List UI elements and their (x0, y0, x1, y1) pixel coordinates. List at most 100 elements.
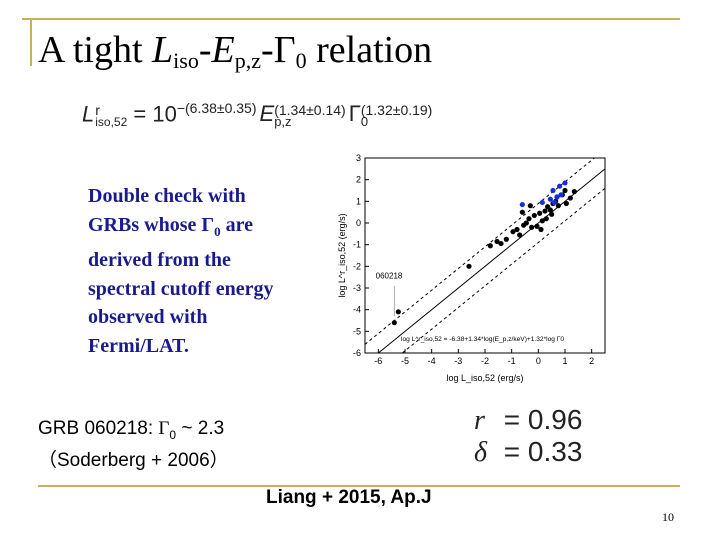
data-point (534, 223, 540, 229)
note-line: observed with (88, 306, 208, 328)
x-tick-label: -6 (374, 356, 382, 366)
data-point-lat (558, 192, 564, 198)
stat-delta: δ = 0.33 (474, 436, 583, 468)
data-point (562, 187, 568, 194)
eq-L-sub: iso,52 (95, 114, 128, 129)
eq-E-sub: p,z (274, 113, 292, 129)
annotation-label: 060218 (376, 271, 403, 280)
data-point (563, 200, 569, 207)
data-point-lat (562, 180, 568, 186)
data-point (527, 203, 533, 209)
y-tick-label: -6 (353, 348, 361, 358)
data-point (517, 232, 523, 238)
grb-gamma: Γ (158, 418, 170, 439)
y-tick-label: 0 (356, 218, 361, 228)
eq-L: L (82, 101, 95, 127)
title-dash: - (198, 29, 212, 71)
data-point (567, 195, 573, 201)
title-prefix: A tight (38, 29, 153, 71)
title-gamma: Γ (273, 29, 296, 71)
data-point (549, 211, 555, 217)
page-number: 10 (662, 510, 674, 524)
y-tick-label: 1 (356, 196, 361, 206)
y-axis-label: log L^r_iso,52 (erg/s) (337, 213, 347, 297)
data-point (538, 226, 544, 233)
y-tick-label: -5 (353, 326, 361, 336)
template-accent-line-vertical (30, 18, 32, 66)
y-tick-label: 3 (356, 153, 361, 163)
data-point (526, 216, 532, 222)
data-point (539, 218, 545, 224)
data-point-lat (547, 196, 553, 202)
stat-r: r = 0.96 (474, 404, 583, 436)
citation: Liang + 2015, Ap.J (266, 487, 432, 508)
template-accent-line-bottom (38, 485, 680, 487)
data-point-lat (557, 183, 563, 189)
data-point-lat (539, 199, 545, 206)
data-point (537, 210, 543, 216)
title-suffix: relation (306, 29, 433, 71)
data-point (555, 203, 561, 209)
confidence-band-upper (365, 158, 596, 345)
correlation-stats: r = 0.96 δ = 0.33 (474, 404, 582, 468)
y-tick-label: -3 (353, 283, 361, 293)
eq-exponent-2: (1.34±0.14) (274, 101, 346, 118)
eq-equals-ten: = 10 (127, 101, 177, 127)
x-tick-label: -2 (481, 356, 489, 366)
data-point-lat (554, 194, 560, 200)
template-accent-line-top (22, 18, 680, 20)
data-point-lat (551, 199, 557, 206)
x-tick-label: -1 (508, 356, 516, 366)
data-point (531, 212, 537, 219)
data-point (494, 238, 500, 245)
eq-L-sup: r (95, 101, 100, 118)
grb-line: GRB 060218: Γ0 ~ 2.3 (38, 418, 225, 442)
data-point (391, 320, 397, 326)
title-gamma-sub: 0 (295, 48, 307, 73)
note-line: Fermi/LAT. (88, 334, 189, 357)
eq-gamma: Γ (348, 101, 361, 127)
data-point (547, 207, 553, 213)
scatter-plot: -6 -5 -4 -3 -2 -1 0 1 2 -6 -5 -4 -3 -2 -1 0 1 2 3 log L_iso… (337, 153, 606, 383)
x-axis-label: log L_iso,52 (erg/s) (446, 373, 523, 383)
data-point (571, 188, 577, 195)
x-tick-label: 0 (536, 356, 541, 366)
data-point (542, 208, 548, 214)
title-E: E (211, 29, 235, 71)
fit-formula-label: log L^r_iso,52 = -6.38+1.34*log(E_p,z/ke… (401, 336, 564, 343)
data-point (510, 229, 516, 235)
fermi-lat-note: Double check with GRBs whose Γ0 are deri… (88, 182, 318, 360)
x-tick-label: 2 (589, 356, 594, 366)
note-line: Double check with (88, 185, 246, 207)
y-tick-label: 2 (356, 175, 361, 185)
eq-exponent-1: −(6.38±0.35) (176, 100, 257, 116)
data-point (529, 224, 535, 230)
page-title: A tight Liso-Ep,z-Γ0 relation (38, 28, 432, 74)
grb-060218-note: GRB 060218: Γ0 ~ 2.3 （Soderberg + 2006） (38, 416, 229, 474)
note-gamma: Γ (201, 213, 215, 236)
title-E-sub: p,z (234, 48, 261, 73)
data-point (466, 263, 472, 269)
x-tick-label: 1 (562, 356, 567, 366)
data-point (523, 220, 529, 226)
data-point (519, 209, 525, 215)
title-dash: - (261, 29, 274, 71)
data-point (498, 240, 504, 247)
data-point (543, 216, 549, 222)
y-tick-label: -2 (353, 261, 361, 271)
x-tick-label: -4 (428, 356, 436, 366)
x-tick-label: -3 (454, 356, 462, 366)
y-tick-label: -1 (353, 240, 361, 250)
note-line: spectral cutoff energy (88, 277, 274, 300)
data-point-lat (519, 201, 525, 208)
x-tick-label: -5 (401, 356, 409, 366)
eq-E: E (259, 101, 275, 127)
confidence-band-lower (401, 187, 605, 353)
grb-reference: （Soderberg + 2006） (38, 449, 229, 471)
data-point (487, 243, 493, 249)
eq-gamma-sub: 0 (360, 113, 369, 129)
eq-exponent-3: (1.32±0.19) (360, 101, 433, 118)
title-L: L (152, 29, 174, 71)
plot-frame (364, 157, 606, 354)
